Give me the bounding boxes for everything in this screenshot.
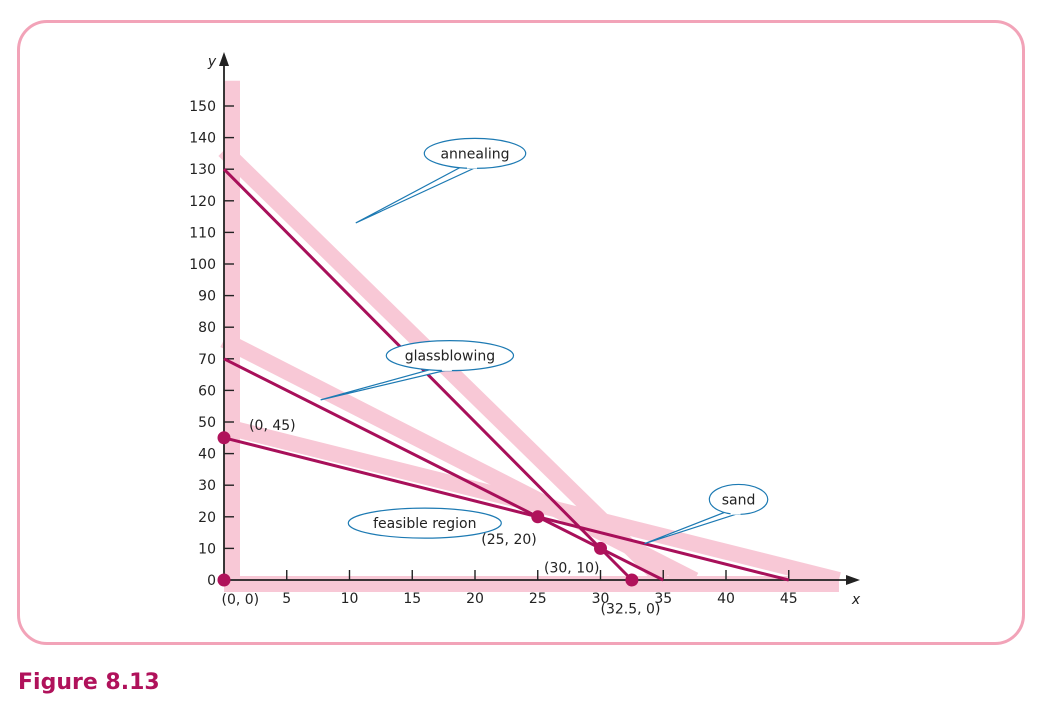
vertex-label: (25, 20) [481, 532, 536, 548]
callout-glassblowing-tail [320, 366, 454, 401]
vertex-point [217, 431, 231, 445]
y-tick-label: 120 [189, 194, 216, 210]
y-tick-label: 70 [198, 352, 216, 368]
feasible-region-label-text: feasible region [373, 516, 476, 532]
x-tick-label: 20 [466, 591, 484, 607]
vertex-point [625, 573, 639, 587]
x-tick-label: 45 [780, 591, 798, 607]
y-tick-label: 100 [189, 257, 216, 273]
callouts: annealing glassblowing sand feasible region [320, 137, 769, 545]
y-tick-label: 30 [198, 478, 216, 494]
x-axis-band [224, 576, 839, 592]
axes: y x 0 10 20 30 40 50 60 70 80 90 100 110 120 130 140 150 5… [189, 52, 861, 608]
y-tick-label: 140 [189, 131, 216, 147]
x-tick-label: 10 [341, 591, 359, 607]
y-tick-label: 90 [198, 289, 216, 305]
x-tick-label: 35 [654, 591, 672, 607]
y-tick-label: 20 [198, 510, 216, 526]
callout-glassblowing: glassblowing [320, 340, 515, 401]
y-tick-label: 150 [189, 99, 216, 115]
vertex-label: (0, 0) [221, 592, 259, 608]
line-glassblowing [223, 357, 664, 582]
vertex-label: (32.5, 0) [601, 601, 661, 617]
y-tick-label: 10 [198, 541, 216, 557]
x-tick-label: 5 [282, 591, 291, 607]
y-axis-label: y [207, 54, 217, 70]
y-axis-band [224, 80, 240, 588]
figure-frame [17, 20, 1025, 645]
vertex-point [217, 573, 231, 587]
line-sand [223, 436, 790, 582]
band-glassblowing [220, 332, 699, 588]
figure-caption: Figure 8.13 [18, 670, 160, 695]
y-tick-label: 60 [198, 383, 216, 399]
y-tick-label: 110 [189, 225, 216, 241]
vertex-point [594, 541, 607, 555]
y-tick-label: 40 [198, 447, 216, 463]
x-axis-label: x [851, 592, 861, 608]
vertex-label: (30, 10) [544, 560, 599, 576]
callout-sand-text: sand [722, 492, 756, 508]
band-sand [222, 418, 841, 588]
y-tick-label: 130 [189, 162, 216, 178]
highlight-bands [218, 80, 841, 592]
x-tick-label: 30 [592, 591, 610, 607]
vertex-point [531, 510, 545, 524]
x-tick-label: 40 [717, 591, 735, 607]
y-tick-label: 0 [207, 573, 216, 589]
x-tick-label: 15 [403, 591, 421, 607]
x-axis-arrow [846, 575, 860, 585]
y-tick-label: 50 [198, 415, 216, 431]
x-tick-label: 25 [529, 591, 547, 607]
y-axis-arrow [219, 52, 229, 66]
callout-annealing-tail [355, 163, 481, 224]
vertex-label: (0, 45) [249, 418, 296, 434]
feasible-region-label: feasible region [347, 507, 502, 539]
vertex-points: (0, 0) (0, 45) (25, 20) (30, 10) (32.5, 0) [217, 418, 661, 617]
callout-annealing-text: annealing [440, 146, 509, 162]
callout-sand: sand [644, 483, 769, 545]
callout-annealing: annealing [355, 137, 527, 224]
callout-glassblowing-text: glassblowing [405, 349, 495, 365]
y-tick-label: 80 [198, 320, 216, 336]
feasible-region-label-shape [347, 507, 502, 539]
